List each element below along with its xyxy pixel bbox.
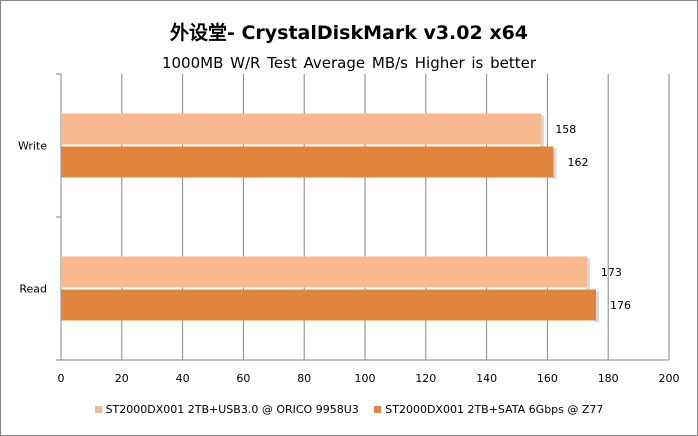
y-category-label: Read — [19, 283, 47, 296]
x-tick-label: 0 — [58, 372, 65, 385]
x-tick-label: 100 — [355, 372, 376, 385]
legend-label-sata: ST2000DX001 2TB+SATA 6Gbps @ Z77 — [385, 403, 604, 416]
data-label: 173 — [601, 266, 622, 279]
bar-shadow — [585, 258, 590, 290]
bar — [61, 256, 587, 288]
x-tick-label: 140 — [476, 372, 497, 385]
legend-item-sata: ST2000DX001 2TB+SATA 6Gbps @ Z77 — [374, 403, 603, 416]
bar-shadow — [595, 291, 600, 323]
legend-item-usb: ST2000DX001 2TB+USB3.0 @ ORICO 9958U3 — [94, 403, 359, 416]
chart-subtitle: 1000MB W/R Test Average MB/s Higher is b… — [161, 54, 537, 72]
x-tick-label: 180 — [598, 372, 619, 385]
data-label: 162 — [567, 156, 588, 169]
bar-shadow — [540, 115, 545, 147]
x-tick-label: 120 — [415, 372, 436, 385]
legend-swatch-usb — [94, 406, 102, 413]
bar — [61, 146, 554, 178]
x-tick-label: 160 — [537, 372, 558, 385]
x-tick-label: 80 — [297, 372, 311, 385]
legend-label-usb: ST2000DX001 2TB+USB3.0 @ ORICO 9958U3 — [105, 403, 359, 416]
chart-title: 外设堂- CrystalDiskMark v3.02 x64 — [169, 22, 529, 44]
x-tick-label: 60 — [236, 372, 250, 385]
data-label: 158 — [555, 123, 576, 136]
bar — [61, 289, 597, 321]
x-tick-label: 200 — [659, 372, 680, 385]
legend: ST2000DX001 2TB+USB3.0 @ ORICO 9958U3 ST… — [0, 403, 698, 416]
x-tick-label: 20 — [115, 372, 129, 385]
x-tick-label: 40 — [176, 372, 190, 385]
bar — [61, 113, 542, 145]
legend-swatch-sata — [374, 406, 382, 413]
y-category-label: Write — [18, 140, 47, 153]
bar-shadow — [552, 148, 557, 180]
data-label: 176 — [610, 299, 631, 312]
